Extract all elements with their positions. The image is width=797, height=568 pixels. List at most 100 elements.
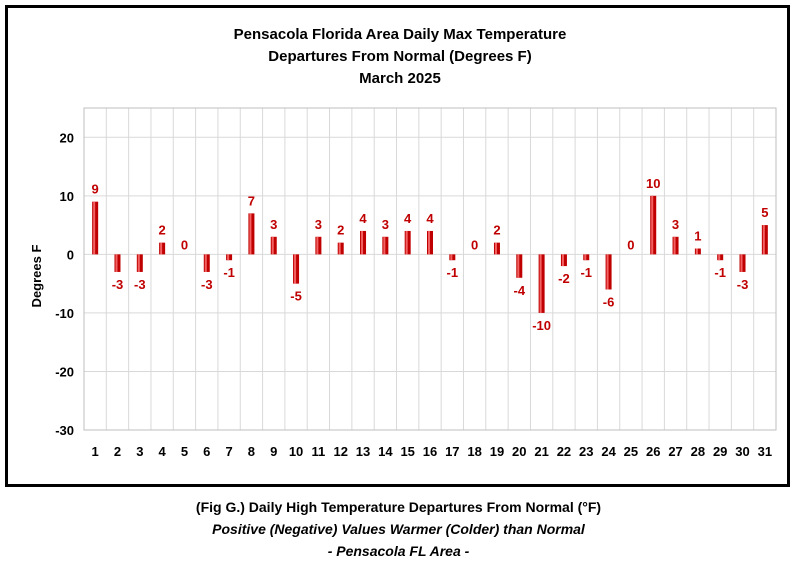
x-tick-label: 27 xyxy=(668,444,682,459)
x-tick-label: 30 xyxy=(735,444,749,459)
figure-caption: (Fig G.) Daily High Temperature Departur… xyxy=(0,496,797,562)
caption-line-1: (Fig G.) Daily High Temperature Departur… xyxy=(195,499,602,515)
x-tick-label: 9 xyxy=(270,444,277,459)
bar-highlight xyxy=(316,236,319,255)
bar-highlight xyxy=(606,254,609,290)
bar-highlight xyxy=(762,225,765,255)
data-label: 4 xyxy=(359,211,367,226)
y-tick-label: 0 xyxy=(67,247,74,262)
data-label: -1 xyxy=(447,265,459,280)
data-label: 1 xyxy=(694,229,701,244)
bar-highlight xyxy=(227,254,230,261)
data-label: 2 xyxy=(493,223,500,238)
x-tick-label: 3 xyxy=(136,444,143,459)
data-label: -1 xyxy=(714,265,726,280)
y-tick-label: -30 xyxy=(55,423,74,438)
bar-highlight xyxy=(450,254,453,261)
x-tick-label: 20 xyxy=(512,444,526,459)
data-label: -2 xyxy=(558,271,570,286)
bar-highlight xyxy=(338,242,341,255)
x-tick-label: 12 xyxy=(333,444,347,459)
data-label: -3 xyxy=(112,277,124,292)
bar-highlight xyxy=(383,236,386,255)
x-tick-label: 2 xyxy=(114,444,121,459)
bar-highlight xyxy=(584,254,587,261)
x-tick-label: 25 xyxy=(624,444,638,459)
x-tick-label: 24 xyxy=(601,444,616,459)
y-axis-label: Degrees F xyxy=(29,245,44,308)
data-label: 4 xyxy=(426,211,434,226)
x-tick-label: 4 xyxy=(159,444,167,459)
y-tick-label: 10 xyxy=(60,189,74,204)
data-label: -10 xyxy=(532,318,551,333)
chart-title-line-3: March 2025 xyxy=(359,70,441,87)
data-label: 3 xyxy=(315,217,322,232)
y-tick-label: 20 xyxy=(60,130,74,145)
chart-title-line-2: Departures From Normal (Degrees F) xyxy=(268,48,531,65)
bar-highlight xyxy=(160,242,163,255)
x-tick-label: 15 xyxy=(400,444,414,459)
x-tick-label: 31 xyxy=(758,444,772,459)
caption-line-2: Positive (Negative) Values Warmer (Colde… xyxy=(212,521,585,537)
x-tick-label: 7 xyxy=(225,444,232,459)
chart-title-line-1: Pensacola Florida Area Daily Max Tempera… xyxy=(234,26,567,43)
data-label: -3 xyxy=(201,277,213,292)
x-tick-label: 18 xyxy=(467,444,481,459)
bar-highlight xyxy=(517,254,520,278)
bar-highlight xyxy=(137,254,140,272)
plot-border xyxy=(83,107,777,431)
bar-highlight xyxy=(93,201,96,255)
plot-area: -30-20-100102091-32-332405-36-177839-510… xyxy=(55,107,777,459)
data-label: 2 xyxy=(159,223,166,238)
x-tick-label: 21 xyxy=(534,444,548,459)
bar-highlight xyxy=(561,254,564,267)
data-label: 7 xyxy=(248,193,255,208)
bar-highlight xyxy=(249,213,252,255)
x-tick-label: 16 xyxy=(423,444,437,459)
x-tick-label: 14 xyxy=(378,444,393,459)
bar-highlight xyxy=(361,230,364,255)
bar-highlight xyxy=(294,254,297,284)
x-tick-label: 10 xyxy=(289,444,303,459)
x-tick-label: 11 xyxy=(312,444,326,459)
data-label: 2 xyxy=(337,223,344,238)
x-tick-label: 5 xyxy=(181,444,188,459)
data-label: -5 xyxy=(290,289,302,304)
data-label: 9 xyxy=(92,182,99,197)
bar-highlight xyxy=(539,254,542,313)
y-tick-label: -10 xyxy=(55,306,74,321)
x-tick-label: 29 xyxy=(713,444,727,459)
x-tick-label: 23 xyxy=(579,444,593,459)
data-label: 3 xyxy=(672,217,679,232)
x-tick-label: 28 xyxy=(691,444,705,459)
caption-line-3: - Pensacola FL Area - xyxy=(327,543,470,559)
x-tick-label: 22 xyxy=(557,444,571,459)
data-label: -3 xyxy=(737,277,749,292)
chart-frame: Pensacola Florida Area Daily Max Tempera… xyxy=(5,5,790,487)
data-label: 3 xyxy=(382,217,389,232)
x-tick-label: 26 xyxy=(646,444,660,459)
data-label: 5 xyxy=(761,205,768,220)
x-tick-label: 19 xyxy=(490,444,504,459)
bar-highlight xyxy=(204,254,207,272)
bar-highlight xyxy=(271,236,274,255)
x-tick-label: 1 xyxy=(92,444,99,459)
data-label: 4 xyxy=(404,211,412,226)
bar-highlight xyxy=(115,254,118,272)
bar-highlight xyxy=(494,242,497,255)
bar-highlight xyxy=(405,230,408,255)
data-label: -3 xyxy=(134,277,146,292)
bar-highlight xyxy=(673,236,676,255)
data-label: 0 xyxy=(471,237,478,252)
x-tick-label: 6 xyxy=(203,444,210,459)
data-label: -1 xyxy=(580,265,592,280)
x-tick-label: 17 xyxy=(445,444,459,459)
data-label: -6 xyxy=(603,294,615,309)
bar-highlight xyxy=(718,254,721,261)
y-tick-label: -20 xyxy=(55,364,74,379)
bar-highlight xyxy=(428,230,430,255)
chart-area: Pensacola Florida Area Daily Max Tempera… xyxy=(29,26,777,459)
bar-highlight xyxy=(740,254,743,272)
data-label: 0 xyxy=(181,237,188,252)
x-tick-label: 13 xyxy=(356,444,370,459)
